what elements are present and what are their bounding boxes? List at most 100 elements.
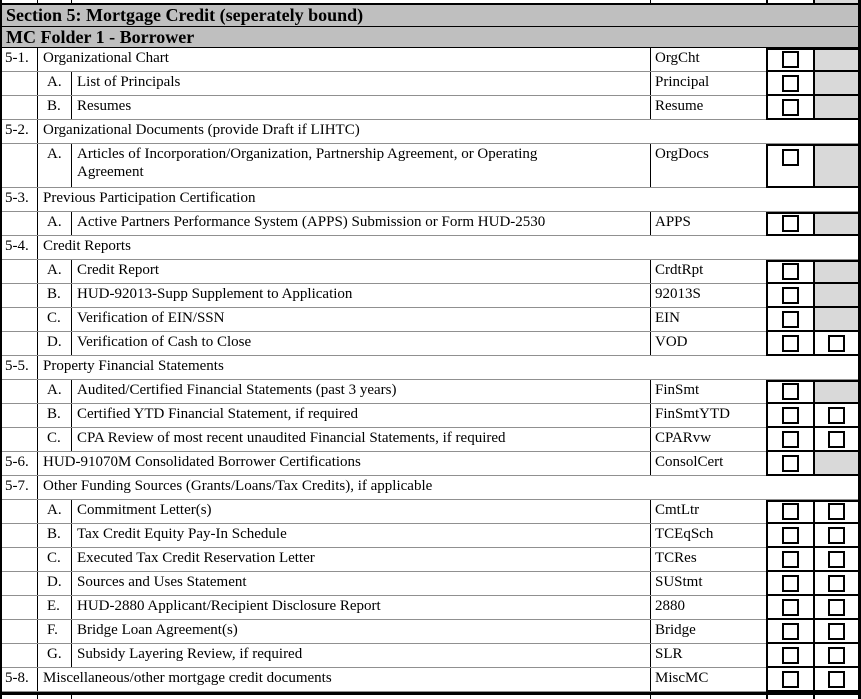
checkbox[interactable] xyxy=(782,311,799,328)
checkbox[interactable] xyxy=(828,527,845,544)
checkbox-cell-2 xyxy=(813,212,858,235)
checkbox[interactable] xyxy=(782,527,799,544)
checkbox[interactable] xyxy=(782,431,799,448)
checkbox-cell-1[interactable] xyxy=(766,72,813,95)
checkbox[interactable] xyxy=(828,623,845,640)
checkbox-cell-2[interactable] xyxy=(813,668,858,691)
checkbox[interactable] xyxy=(828,431,845,448)
checkbox-cell-1[interactable] xyxy=(766,332,813,355)
checkbox[interactable] xyxy=(782,263,799,280)
item-letter: B. xyxy=(38,284,72,307)
item-description: Verification of Cash to Close xyxy=(72,332,651,355)
checkbox[interactable] xyxy=(782,215,799,232)
checkbox[interactable] xyxy=(782,75,799,92)
checkbox-cell-2[interactable] xyxy=(813,548,858,571)
checkbox[interactable] xyxy=(782,99,799,116)
checkbox-cell-2[interactable] xyxy=(813,404,858,427)
section-title: Credit Reports xyxy=(43,238,131,255)
checkbox[interactable] xyxy=(828,335,845,352)
checkbox-cell-1[interactable] xyxy=(766,572,813,595)
checkbox[interactable] xyxy=(828,599,845,616)
checkbox[interactable] xyxy=(782,149,799,166)
checkbox[interactable] xyxy=(782,503,799,520)
checkbox-cell-1[interactable] xyxy=(766,308,813,331)
checkbox-cell-1[interactable] xyxy=(766,260,813,283)
checkbox[interactable] xyxy=(828,503,845,520)
checkbox[interactable] xyxy=(782,51,799,68)
item-code: ConsolCert xyxy=(655,454,724,471)
checkbox-cell-2[interactable] xyxy=(813,500,858,523)
checkbox-cell-2[interactable] xyxy=(813,644,858,667)
checkbox[interactable] xyxy=(782,335,799,352)
checkbox[interactable] xyxy=(782,671,799,688)
item-description: Miscellaneous/other mortgage credit docu… xyxy=(38,668,651,691)
checkbox-cell-1[interactable] xyxy=(766,428,813,451)
checkbox-cell-2 xyxy=(813,72,858,95)
checkbox-cell-1[interactable] xyxy=(766,524,813,547)
table-row: A. Commitment Letter(s) CmtLtr xyxy=(2,500,858,524)
item-description: HUD-92013-Supp Supplement to Application xyxy=(72,284,651,307)
item-number xyxy=(2,284,38,307)
checkbox-cell-1[interactable] xyxy=(766,452,813,475)
checkbox[interactable] xyxy=(782,575,799,592)
item-letter: A. xyxy=(38,380,72,403)
item-code: FinSmtYTD xyxy=(655,406,731,423)
checkbox-cell-1[interactable] xyxy=(766,500,813,523)
item-code: CmtLtr xyxy=(655,502,700,519)
checkbox-cell-1[interactable] xyxy=(766,380,813,403)
item-number: 5-2. xyxy=(2,120,38,143)
checkbox[interactable] xyxy=(782,599,799,616)
item-description: Organizational Chart xyxy=(38,48,651,71)
checkbox-cell-2 xyxy=(813,96,858,119)
checkbox-cell-1[interactable] xyxy=(766,644,813,667)
item-description-cell xyxy=(72,0,651,3)
checkbox-cell-1[interactable] xyxy=(766,404,813,427)
checkbox-cell-1[interactable] xyxy=(766,548,813,571)
checkbox-cell-2[interactable] xyxy=(813,596,858,619)
section-header-label: Section 5: Mortgage Credit (seperately b… xyxy=(6,5,364,25)
checkbox-cell-1[interactable] xyxy=(766,596,813,619)
checkbox[interactable] xyxy=(828,671,845,688)
checkbox[interactable] xyxy=(782,455,799,472)
checkbox-cell-1[interactable] xyxy=(766,212,813,235)
checkbox-cell-2[interactable] xyxy=(813,524,858,547)
item-number xyxy=(2,596,38,619)
table-row: E. HUD-2880 Applicant/Recipient Disclosur… xyxy=(2,596,858,620)
checkbox-cell-1[interactable] xyxy=(766,668,813,691)
rows-container: 5-1. Organizational Chart OrgCht A. List of … xyxy=(2,48,858,692)
checkbox-cell-2[interactable] xyxy=(813,620,858,643)
checkbox-cell-2[interactable] xyxy=(813,332,858,355)
item-code: APPS xyxy=(655,214,691,231)
table-row: 5-2. Organizational Documents (provide Dr… xyxy=(2,120,858,144)
checkbox[interactable] xyxy=(828,407,845,424)
item-letter: D. xyxy=(38,332,72,355)
checkbox[interactable] xyxy=(782,383,799,400)
checkbox-cell-1[interactable] xyxy=(766,48,813,71)
checkbox[interactable] xyxy=(782,407,799,424)
checkbox-cell-1[interactable] xyxy=(766,284,813,307)
item-code: MiscMC xyxy=(655,670,709,687)
item-code: SLR xyxy=(655,646,683,663)
checkbox-cell-1[interactable] xyxy=(766,144,813,187)
item-letter: C. xyxy=(38,428,72,451)
table-row: 5-3. Previous Participation Certification xyxy=(2,188,858,212)
checkbox[interactable] xyxy=(828,575,845,592)
checkbox[interactable] xyxy=(782,287,799,304)
table-row: 5-1. Organizational Chart OrgCht xyxy=(2,48,858,72)
item-letter-cell xyxy=(38,695,72,699)
checkbox[interactable] xyxy=(782,551,799,568)
item-number: 5-3. xyxy=(2,188,38,211)
checkbox[interactable] xyxy=(828,647,845,664)
checkbox-cell-1[interactable] xyxy=(766,96,813,119)
table-row: 5-4. Credit Reports xyxy=(2,236,858,260)
checkbox[interactable] xyxy=(782,623,799,640)
checkbox[interactable] xyxy=(828,551,845,568)
checkbox-cell-1[interactable] xyxy=(766,620,813,643)
table-row: A. Active Partners Performance System (AP… xyxy=(2,212,858,236)
partial-row-top xyxy=(2,0,858,3)
item-number-cell xyxy=(2,0,38,3)
checkbox[interactable] xyxy=(782,647,799,664)
checkbox-cell-2[interactable] xyxy=(813,428,858,451)
checkbox-cell-2[interactable] xyxy=(813,572,858,595)
table-row: A. Credit Report CrdtRpt xyxy=(2,260,858,284)
